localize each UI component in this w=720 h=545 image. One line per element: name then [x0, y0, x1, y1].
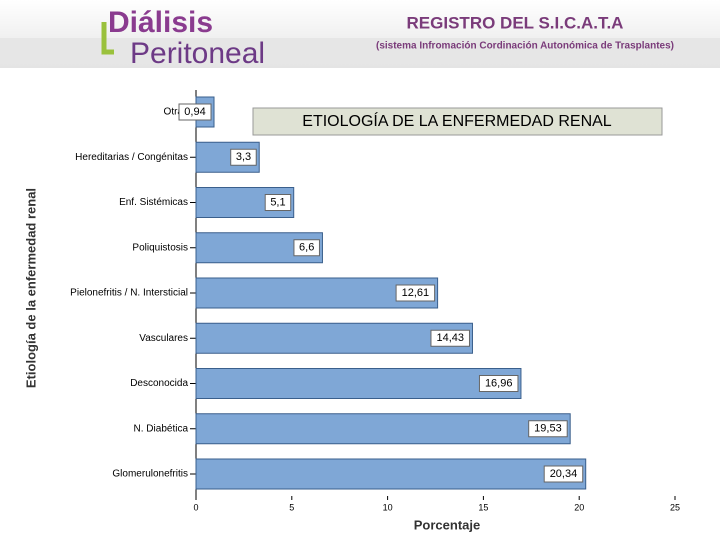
logo-mark	[101, 22, 114, 55]
chart-title: ETIOLOGÍA DE LA ENFERMEDAD RENAL	[302, 111, 612, 130]
value-label: 19,53	[534, 423, 562, 435]
x-tick-label: 20	[574, 502, 584, 512]
value-label-box	[430, 329, 470, 347]
x-tick-label: 15	[478, 502, 488, 512]
value-label: 14,43	[436, 332, 464, 344]
y-tick-label: Otras	[164, 107, 188, 118]
y-tick-label: Enf. Sistémicas	[119, 197, 188, 208]
y-tick-label: Pielonefritis / N. Intersticial	[70, 288, 188, 299]
value-label: 3,3	[236, 151, 251, 163]
value-label-box	[478, 375, 519, 392]
value-label: 0,94	[184, 106, 205, 118]
value-label-box	[178, 103, 212, 121]
y-tick-label: Vasculares	[139, 333, 188, 344]
x-tick-label: 10	[383, 502, 393, 512]
bar	[195, 458, 587, 490]
value-label: 12,61	[402, 287, 430, 299]
y-tick-label: Hereditarias / Congénitas	[75, 152, 188, 163]
header-title: REGISTRO DEL S.I.C.A.T.A	[407, 13, 624, 32]
logo-line1: Diálisis	[108, 6, 213, 39]
chart-title-box	[252, 107, 663, 136]
value-label-box	[528, 420, 568, 438]
y-tick-label: Poliquistosis	[132, 242, 188, 253]
value-label-box	[293, 239, 320, 257]
logo-line2: Peritoneal	[130, 37, 265, 70]
x-tick-label: 25	[670, 502, 680, 512]
x-axis-label: Porcentaje	[414, 517, 480, 532]
y-tick-label: Desconocida	[130, 378, 188, 389]
header-strip	[0, 38, 720, 64]
value-label: 5,1	[270, 196, 285, 208]
y-axis-label: Etiología de la enfermedad renal	[23, 188, 38, 388]
value-label-box	[543, 465, 584, 483]
value-label: 20,34	[550, 468, 578, 480]
value-label-box	[264, 194, 292, 211]
y-tick-label: N. Diabética	[134, 423, 189, 434]
bar	[195, 368, 522, 399]
x-tick-label: 5	[289, 502, 294, 512]
bar	[195, 413, 571, 445]
header-subtitle: (sistema Infromación Cordinación Autonóm…	[376, 41, 674, 52]
y-tick-label: Glomerulonefritis	[112, 469, 188, 480]
bar	[195, 322, 473, 354]
bar	[195, 141, 260, 173]
value-label-box	[395, 284, 436, 302]
value-label: 16,96	[485, 377, 513, 389]
value-label-box	[230, 148, 257, 166]
value-label: 6,6	[299, 242, 314, 254]
x-tick-label: 0	[193, 502, 198, 512]
